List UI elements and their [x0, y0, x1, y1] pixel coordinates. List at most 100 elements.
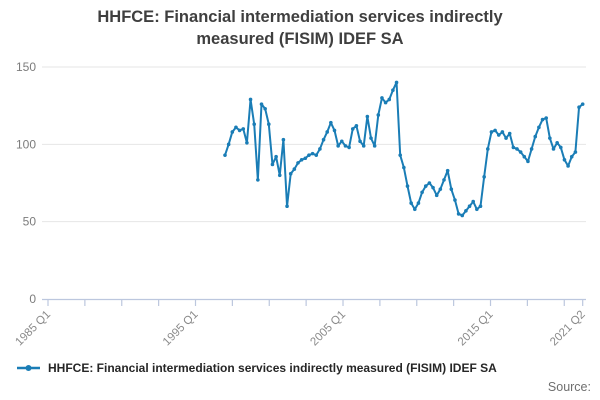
data-point-marker[interactable]: [299, 158, 304, 162]
data-point-marker[interactable]: [515, 147, 519, 151]
data-point-marker[interactable]: [354, 123, 359, 128]
data-point-marker[interactable]: [321, 137, 326, 142]
data-point-marker[interactable]: [438, 187, 443, 191]
data-point-marker[interactable]: [522, 154, 527, 159]
data-point-marker[interactable]: [343, 144, 348, 148]
data-point-marker[interactable]: [376, 113, 381, 117]
data-point-marker[interactable]: [372, 144, 377, 148]
data-point-marker[interactable]: [241, 127, 246, 131]
data-point-marker[interactable]: [394, 80, 399, 85]
data-point-marker[interactable]: [548, 136, 552, 140]
data-point-marker[interactable]: [518, 150, 523, 154]
data-point-marker[interactable]: [526, 159, 530, 164]
data-point-marker[interactable]: [423, 184, 428, 188]
data-point-marker[interactable]: [350, 127, 355, 131]
data-point-marker[interactable]: [281, 137, 286, 142]
data-point-marker[interactable]: [555, 140, 559, 145]
data-point-marker[interactable]: [358, 139, 362, 144]
data-point-marker[interactable]: [252, 122, 257, 127]
data-point-marker[interactable]: [248, 97, 253, 102]
data-point-marker[interactable]: [332, 128, 337, 133]
data-point-marker[interactable]: [559, 145, 563, 150]
data-point-marker[interactable]: [398, 153, 403, 157]
data-point-marker[interactable]: [475, 207, 479, 212]
data-point-marker[interactable]: [471, 199, 476, 204]
data-point-marker[interactable]: [237, 128, 242, 133]
data-point-marker[interactable]: [405, 184, 410, 188]
data-point-marker[interactable]: [445, 168, 450, 173]
data-point-marker[interactable]: [482, 175, 486, 179]
data-point-marker[interactable]: [420, 190, 424, 195]
data-point-marker[interactable]: [416, 201, 421, 205]
data-point-marker[interactable]: [507, 131, 512, 136]
data-point-marker[interactable]: [402, 165, 406, 170]
data-point-marker[interactable]: [230, 130, 235, 134]
data-point-marker[interactable]: [387, 97, 392, 102]
data-point-marker[interactable]: [369, 136, 373, 140]
data-point-marker[interactable]: [566, 164, 570, 168]
legend-item[interactable]: HHFCE: Financial intermediation services…: [16, 361, 497, 375]
data-point-marker[interactable]: [486, 147, 490, 151]
data-point-marker[interactable]: [325, 130, 330, 134]
data-point-marker[interactable]: [296, 161, 300, 165]
data-point-marker[interactable]: [365, 114, 370, 119]
data-point-marker[interactable]: [577, 105, 581, 110]
data-point-marker[interactable]: [383, 100, 388, 105]
data-point-marker[interactable]: [540, 117, 545, 122]
data-point-marker[interactable]: [310, 151, 315, 156]
data-point-marker[interactable]: [270, 162, 275, 167]
data-point-marker[interactable]: [580, 102, 585, 106]
data-point-marker[interactable]: [259, 102, 264, 106]
data-point-marker[interactable]: [489, 130, 494, 134]
data-point-marker[interactable]: [223, 153, 227, 157]
data-point-marker[interactable]: [467, 204, 472, 208]
data-point-marker[interactable]: [537, 125, 541, 130]
data-point-marker[interactable]: [285, 204, 289, 208]
data-point-marker[interactable]: [234, 125, 238, 130]
data-point-marker[interactable]: [427, 181, 432, 185]
data-point-marker[interactable]: [409, 201, 413, 205]
data-point-marker[interactable]: [464, 209, 468, 213]
data-point-marker[interactable]: [573, 150, 578, 154]
data-point-marker[interactable]: [456, 212, 461, 216]
data-point-marker[interactable]: [314, 153, 319, 157]
data-point-marker[interactable]: [434, 193, 439, 198]
data-point-marker[interactable]: [277, 173, 282, 178]
data-point-marker[interactable]: [347, 145, 351, 150]
data-point-marker[interactable]: [500, 130, 505, 134]
data-point-marker[interactable]: [478, 204, 483, 208]
data-point-marker[interactable]: [460, 213, 465, 218]
data-point-marker[interactable]: [292, 167, 297, 171]
data-point-marker[interactable]: [274, 154, 278, 159]
data-point-marker[interactable]: [413, 207, 417, 212]
data-point-marker[interactable]: [263, 106, 267, 111]
data-point-marker[interactable]: [336, 144, 340, 148]
data-point-marker[interactable]: [226, 142, 231, 147]
data-point-marker[interactable]: [245, 140, 249, 145]
data-point-marker[interactable]: [504, 136, 508, 140]
data-point-marker[interactable]: [329, 120, 333, 125]
data-point-marker[interactable]: [496, 133, 501, 137]
data-point-marker[interactable]: [442, 178, 446, 182]
data-point-marker[interactable]: [303, 156, 308, 161]
data-point-marker[interactable]: [256, 178, 260, 182]
data-point-marker[interactable]: [361, 144, 366, 148]
data-point-marker[interactable]: [340, 139, 344, 144]
data-point-marker[interactable]: [431, 185, 435, 190]
data-point-marker[interactable]: [529, 147, 534, 151]
data-point-marker[interactable]: [453, 198, 457, 202]
data-point-marker[interactable]: [511, 145, 516, 150]
data-point-marker[interactable]: [391, 88, 395, 92]
data-point-marker[interactable]: [318, 147, 322, 151]
data-point-marker[interactable]: [380, 96, 384, 100]
data-point-marker[interactable]: [493, 128, 497, 133]
data-point-marker[interactable]: [288, 171, 293, 176]
data-point-marker[interactable]: [533, 134, 538, 139]
data-point-marker[interactable]: [569, 154, 574, 159]
data-point-marker[interactable]: [544, 116, 549, 120]
data-point-marker[interactable]: [307, 153, 311, 157]
data-point-marker[interactable]: [551, 147, 556, 151]
data-point-marker[interactable]: [267, 122, 271, 127]
data-point-marker[interactable]: [562, 158, 567, 162]
data-point-marker[interactable]: [449, 187, 454, 191]
